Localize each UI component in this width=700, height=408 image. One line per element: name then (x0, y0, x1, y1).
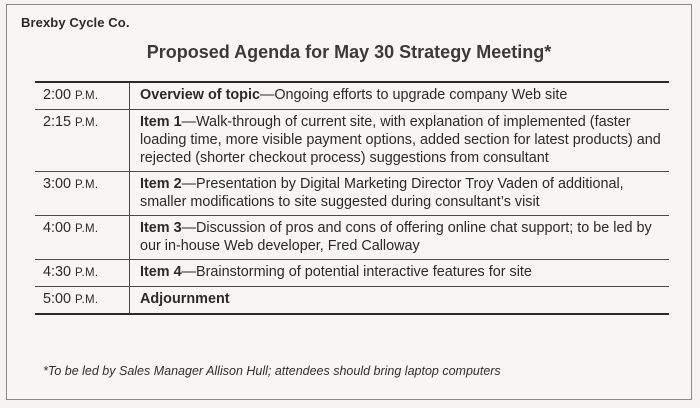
time-value: 2:00 (43, 87, 72, 103)
document-frame: Brexby Cycle Co. Proposed Agenda for May… (6, 4, 692, 400)
time-suffix: P.M. (75, 117, 99, 129)
agenda-label: Item 2 (140, 176, 182, 192)
agenda-row: 4:00 P.M. Item 3—Discussion of pros and … (35, 215, 669, 260)
agenda-row: 3:00 P.M. Item 2—Presentation by Digital… (35, 171, 669, 216)
agenda-time: 3:00 P.M. (35, 171, 130, 216)
agenda-text: —Walk-through of current site, with expl… (140, 114, 661, 166)
time-value: 4:00 (43, 220, 72, 236)
time-value: 4:30 (43, 264, 72, 280)
agenda-row: 2:15 P.M. Item 1—Walk-through of current… (35, 109, 669, 172)
time-suffix: P.M. (75, 223, 99, 235)
agenda-row: 5:00 P.M. Adjournment (35, 286, 670, 315)
agenda-text: —Ongoing efforts to upgrade company Web … (259, 87, 568, 103)
agenda-text: —Discussion of pros and cons of offering… (140, 220, 652, 254)
agenda-row: 4:30 P.M. Item 4—Brainstorming of potent… (35, 259, 669, 287)
agenda-time: 2:00 P.M. (35, 82, 130, 110)
agenda-row: 2:00 P.M. Overview of topic—Ongoing effo… (35, 82, 669, 110)
agenda-description: Adjournment (130, 287, 670, 315)
agenda-time: 5:00 P.M. (35, 286, 130, 314)
agenda-time: 4:00 P.M. (35, 215, 130, 260)
time-suffix: P.M. (75, 90, 99, 102)
agenda-label: Overview of topic (140, 87, 260, 103)
time-suffix: P.M. (75, 179, 99, 191)
time-suffix: P.M. (75, 267, 99, 279)
time-value: 2:15 (43, 114, 72, 130)
time-value: 3:00 (43, 176, 72, 192)
agenda-description: Overview of topic—Ongoing efforts to upg… (129, 82, 669, 110)
agenda-description: Item 3—Discussion of pros and cons of of… (129, 215, 669, 260)
page-title: Proposed Agenda for May 30 Strategy Meet… (146, 42, 552, 62)
agenda-time: 4:30 P.M. (35, 259, 130, 287)
agenda-label: Item 3 (140, 220, 182, 236)
agenda-label: Item 4 (140, 264, 182, 280)
agenda-label: Adjournment (140, 291, 230, 307)
agenda-time: 2:15 P.M. (35, 109, 130, 172)
agenda-description: Item 2—Presentation by Digital Marketing… (129, 171, 669, 216)
agenda-table: 2:00 P.M. Overview of topic—Ongoing effo… (35, 81, 669, 315)
company-name: Brexby Cycle Co. (21, 15, 130, 30)
agenda-text: —Presentation by Digital Marketing Direc… (140, 176, 624, 210)
agenda-label: Item 1 (140, 114, 182, 130)
agenda-description: Item 1—Walk-through of current site, wit… (129, 109, 669, 172)
agenda-description: Item 4—Brainstorming of potential intera… (129, 259, 669, 287)
time-value: 5:00 (43, 291, 72, 307)
footnote: *To be led by Sales Manager Allison Hull… (43, 364, 501, 378)
agenda-text: —Brainstorming of potential interactive … (181, 264, 532, 280)
time-suffix: P.M. (75, 294, 99, 306)
